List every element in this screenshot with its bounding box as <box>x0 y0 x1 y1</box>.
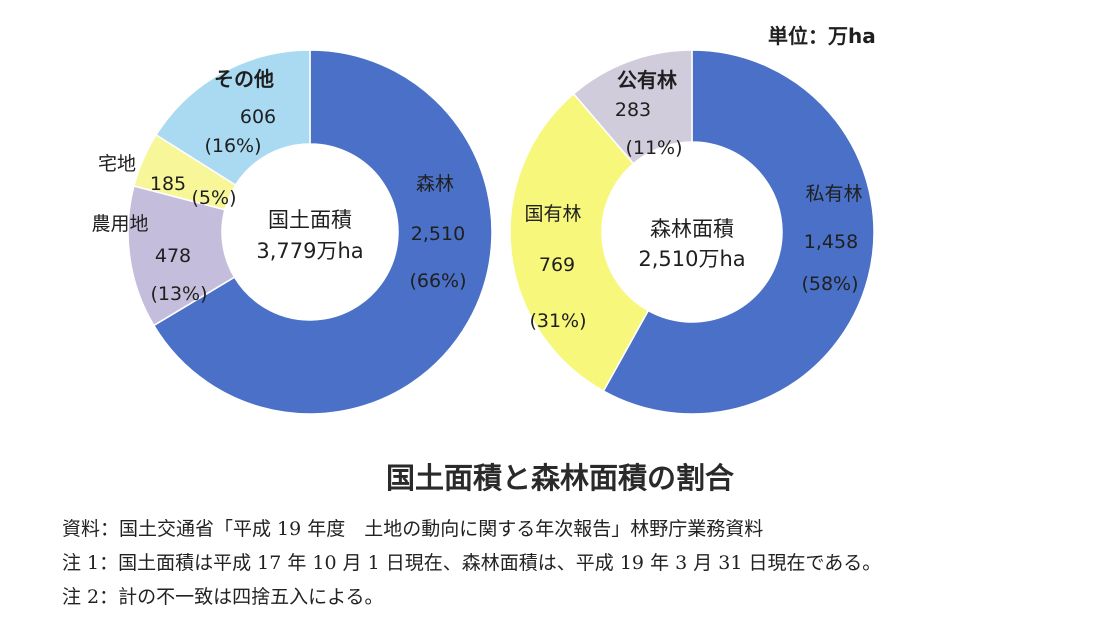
note-source: 資料：国土交通省「平成 19 年度 土地の動向に関する年次報告」林野庁業務資料 <box>62 518 764 540</box>
land-slice-0 <box>152 49 493 415</box>
label-other-name: その他 <box>214 67 274 91</box>
label-public-value: 283 <box>615 99 651 121</box>
label-other-percent: (16%) <box>204 135 261 157</box>
label-national-name: 国有林 <box>524 203 581 225</box>
label-res-percent: (5%) <box>192 187 237 209</box>
label-agri-percent: (13%) <box>150 283 207 305</box>
label-private-percent: (58%) <box>801 273 858 295</box>
label-public-name: 公有林 <box>617 68 677 92</box>
land-center-total: 3,779万ha <box>256 239 363 263</box>
label-national-value: 769 <box>539 254 575 276</box>
land-center-title: 国土面積 <box>268 208 352 232</box>
forest-slice-0 <box>602 49 875 415</box>
figure-title: 国土面積と森林面積の割合 <box>385 461 734 495</box>
note-1: 注 1：国土面積は平成 17 年 10 月 1 日現在、森林面積は、平成 19 … <box>62 552 882 574</box>
forest-slice-2 <box>572 49 693 165</box>
land-slice-3 <box>155 49 311 187</box>
label-res-name: 宅地 <box>98 153 136 175</box>
unit-label: 単位：万ha <box>768 24 876 48</box>
forest-center-total: 2,510万ha <box>638 247 745 271</box>
forest-center-title: 森林面積 <box>650 217 734 241</box>
label-private-name: 私有林 <box>805 183 862 205</box>
label-agri-value: 478 <box>155 245 191 267</box>
label-forest-percent: (66%) <box>409 270 466 292</box>
label-agri-name: 農用地 <box>91 213 148 235</box>
label-private-value: 1,458 <box>804 231 858 253</box>
land-area-donut <box>127 49 493 415</box>
label-forest-name: 森林 <box>416 173 454 195</box>
label-forest-value: 2,510 <box>411 223 465 245</box>
label-res-value: 185 <box>150 173 186 195</box>
forest-slice-1 <box>509 92 650 393</box>
label-national-percent: (31%) <box>529 310 586 332</box>
forest-area-donut <box>509 49 875 415</box>
label-public-percent: (11%) <box>625 137 682 159</box>
label-other-value: 606 <box>240 106 276 128</box>
notes: 資料：国土交通省「平成 19 年度 土地の動向に関する年次報告」林野庁業務資料 … <box>62 512 881 614</box>
donut-charts: 国土面積 3,779万ha 森林 2,510 (66%) 農用地 478 (13… <box>91 49 875 415</box>
note-2: 注 2：計の不一致は四捨五入による。 <box>62 586 384 608</box>
